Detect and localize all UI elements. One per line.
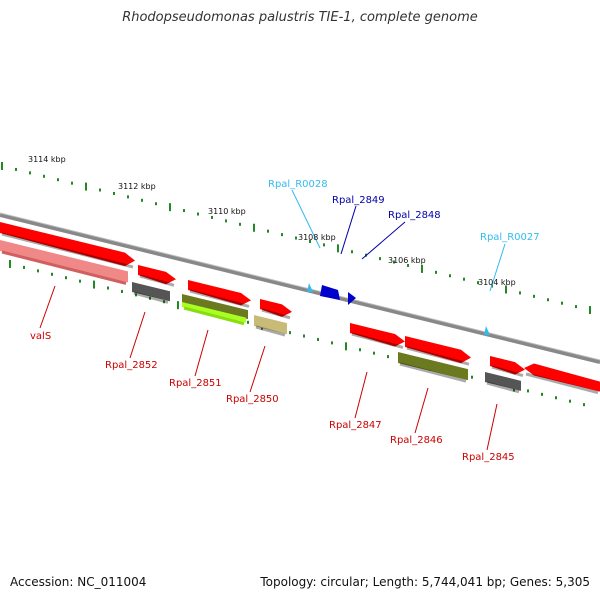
scale-label: 3104 kbp [478,278,516,287]
gene-rpal-2851 [188,280,251,308]
label-connector [361,221,406,260]
gene-body [260,299,292,317]
gene-body [490,356,525,375]
gene-shadow [1,250,127,285]
gene-body [188,280,251,306]
gene-shadow [351,332,404,349]
gene-label: Rpal_2851 [169,378,222,389]
gene-label: Rpal_2847 [329,420,382,431]
label-connector [39,285,56,329]
gene-label: Rpal_R0028 [268,179,328,190]
gene-shadow [406,346,470,366]
gene-labels: valS Rpal_2852 Rpal_2851 Rpal_2850 Rpal_2847… [30,179,540,463]
gene-pink-bar [0,240,128,285]
label-connector [414,387,429,434]
gene-shadow [255,325,286,337]
page-title: Rhodopseudomonas palustris TIE-1, comple… [122,10,478,25]
gene-rpal-2852 [138,265,176,287]
label-connector [194,329,209,377]
label-connector [486,403,498,451]
gene-label: Rpal_2845 [462,452,515,463]
gene-right-edge [524,363,600,395]
gene-shadow [133,291,169,304]
gene-body [405,336,471,364]
gene-rpal-r0028 [307,283,313,292]
gene-body [398,352,468,381]
gene-khaki-bar [254,315,287,337]
accession-label: Accession: NC_011004 [10,575,147,589]
gene-rpal-r0027 [484,326,490,335]
gene-shadow [183,306,245,326]
gene-body [524,363,600,392]
gene-shadow [261,308,291,320]
gene-shadow [486,381,520,394]
gene-rpal-2845 [490,356,525,378]
scale-label: 3112 kbp [118,182,156,191]
gene-gray-bar-2 [485,372,521,394]
label-connector [489,243,506,292]
label-connector [354,371,368,419]
gene-rpal-2847 [350,323,405,349]
gene-rpal-2846 [405,336,471,366]
label-connector [291,189,321,249]
gene-body [182,302,246,323]
gene-features [0,222,600,395]
gene-shadow [399,362,467,383]
gene-label: Rpal_R0027 [480,232,540,243]
gene-label: valS [30,331,51,342]
gene-olive-bar-2 [398,352,468,383]
gene-body [0,240,128,283]
genome-stats: Topology: circular; Length: 5,744,041 bp… [260,575,590,589]
gene-label: Rpal_2852 [105,360,158,371]
scale-label: 3114 kbp [28,155,66,164]
gene-rpal-2850 [260,299,292,320]
gene-body [138,265,176,285]
gene-body [0,222,135,267]
gene-valS [0,222,135,269]
gene-body [485,372,521,391]
scale-ruler-top [1,162,591,315]
backbone [0,213,600,364]
gene-lime-bar [182,302,246,326]
gene-shadow [139,274,175,287]
scale-label: 3110 kbp [208,207,246,216]
gene-body [254,315,287,335]
gene-body [132,282,170,302]
gene-label: Rpal_2846 [390,435,443,446]
gene-label: Rpal_2849 [332,195,385,206]
gene-label: Rpal_2850 [226,394,279,405]
scale-label: 3106 kbp [388,256,426,265]
gene-body [350,323,405,347]
label-connector [340,205,357,255]
label-connector [129,311,146,359]
label-connector [249,345,266,393]
gene-shadow [1,232,134,269]
gene-rpal-2849 [320,285,340,300]
gene-shadow [189,289,250,308]
backbone-highlight [0,212,600,361]
gene-gray-bar [132,282,170,304]
gene-label: Rpal_2848 [388,210,441,221]
gene-shadow [525,372,599,395]
scale-label: 3108 kbp [298,233,336,242]
scale-labels: 3114 kbp 3112 kbp 3110 kbp 3108 kbp 3106 kbp… [28,155,516,287]
gene-rpal-2848 [348,292,356,305]
gene-shadow [491,365,524,378]
gene-body [182,294,248,320]
label-connectors [39,189,506,451]
